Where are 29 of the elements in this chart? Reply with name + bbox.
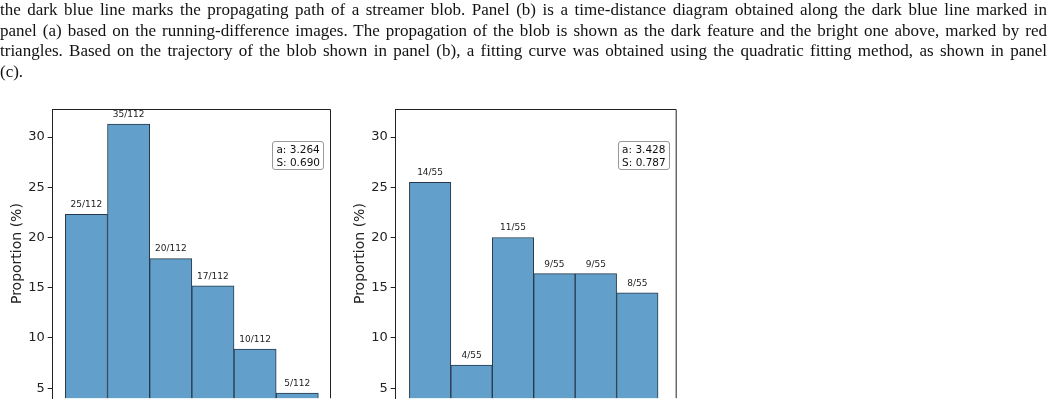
data-label: 11/55 [500, 222, 526, 233]
text: the dark blue line marks the propagating path of a streamer blob. Panel (b) is a time-distance diagram obtained along the dark blue line marked in panel (a) based on the running-difference images. The propagation of the blob is shown as the dark feature and the bright one above, marked by red triangles. Based on the trajectory of the blob shown in panel (b), a fitting curve was obtained using the quadratic fitting method, as shown in panel (c). [0, 0, 1047, 83]
y-tick-label: 25 [28, 178, 45, 194]
data-label: 35/112 [112, 108, 145, 119]
data-label: 25/112 [70, 199, 103, 210]
data-label: 17/112 [197, 270, 229, 281]
annotation: a: 3.264 S: 0.690 [272, 141, 324, 170]
y-tick-label: 30 [371, 128, 388, 144]
data-label: 5/112 [284, 378, 311, 389]
y-tick-label: 20 [371, 228, 388, 244]
data-label: 14/55 [417, 167, 444, 178]
y-axis-title: Proportion (%) [8, 203, 25, 305]
y-axis-title: Proportion (%) [351, 203, 368, 305]
y-tick-label: 5 [379, 379, 388, 395]
y-tick-label: 15 [28, 279, 45, 295]
y-tick-label: 10 [28, 329, 45, 345]
data-label: 9/55 [544, 258, 565, 269]
y-tick-label: 5 [36, 379, 45, 395]
y-tick-label: 30 [28, 128, 45, 144]
y-tick-label: 10 [371, 329, 388, 345]
data-label: 4/55 [461, 349, 482, 360]
y-tick-label: 20 [28, 228, 45, 244]
annotation: a: 3.428 S: 0.787 [618, 141, 670, 170]
y-tick-label: 15 [371, 279, 388, 295]
y-tick-label: 25 [371, 178, 388, 194]
data-label: 10/112 [239, 333, 271, 344]
data-label: 8/55 [627, 277, 648, 288]
data-label: 20/112 [154, 243, 187, 254]
data-label: 9/55 [585, 258, 606, 269]
